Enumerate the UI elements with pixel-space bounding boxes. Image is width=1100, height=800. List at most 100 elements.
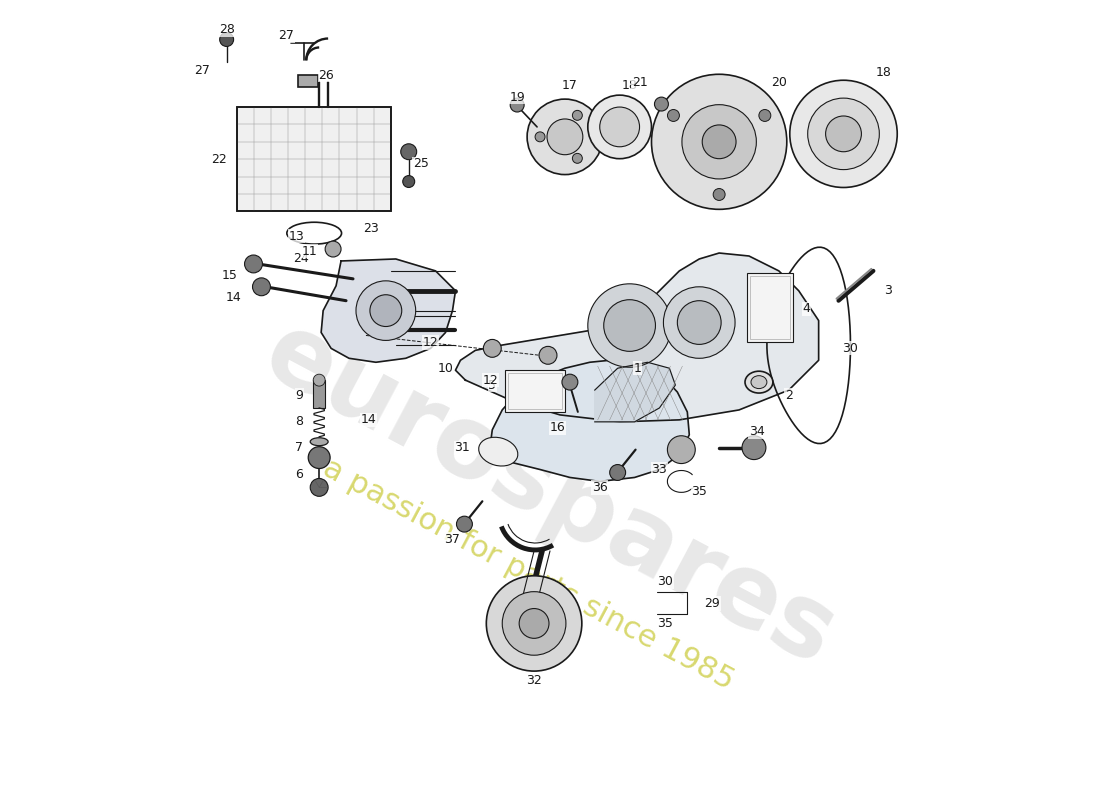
Polygon shape	[595, 362, 675, 422]
Circle shape	[668, 110, 680, 122]
Text: 9: 9	[295, 389, 304, 402]
Text: 5: 5	[488, 378, 496, 392]
Circle shape	[713, 189, 725, 201]
Text: 36: 36	[592, 481, 607, 494]
Text: 14: 14	[361, 414, 377, 426]
Ellipse shape	[478, 438, 518, 466]
Circle shape	[356, 281, 416, 341]
Circle shape	[400, 144, 417, 160]
Circle shape	[314, 374, 326, 386]
Ellipse shape	[745, 371, 773, 393]
Text: 18: 18	[621, 78, 638, 92]
Circle shape	[790, 80, 898, 187]
Text: 29: 29	[704, 597, 720, 610]
Bar	[747, 273, 793, 342]
Bar	[508, 373, 562, 409]
Text: a passion for parts since 1985: a passion for parts since 1985	[318, 454, 738, 696]
Text: 10: 10	[438, 362, 453, 374]
Circle shape	[682, 105, 757, 179]
Text: 19: 19	[509, 90, 525, 104]
Polygon shape	[455, 253, 818, 422]
Text: 11: 11	[301, 245, 317, 258]
Text: 27: 27	[194, 64, 210, 77]
Text: 2: 2	[785, 389, 793, 402]
Bar	[750, 276, 790, 339]
Text: 30: 30	[658, 575, 673, 588]
Text: 4: 4	[803, 302, 811, 315]
Circle shape	[587, 284, 671, 367]
Text: 16: 16	[550, 422, 565, 434]
Circle shape	[253, 278, 271, 296]
Ellipse shape	[751, 376, 767, 389]
Text: 18: 18	[876, 66, 891, 78]
Polygon shape	[491, 360, 690, 482]
Text: 17: 17	[562, 78, 578, 92]
Ellipse shape	[310, 438, 328, 446]
Circle shape	[663, 286, 735, 358]
Polygon shape	[321, 259, 455, 362]
Circle shape	[310, 478, 328, 496]
Text: 22: 22	[211, 153, 227, 166]
Text: 21: 21	[631, 76, 648, 89]
Bar	[505, 370, 565, 412]
Circle shape	[678, 301, 722, 344]
Bar	[236, 107, 390, 211]
Text: 28: 28	[219, 23, 234, 36]
Text: 8: 8	[295, 415, 304, 428]
Text: 24: 24	[294, 253, 309, 266]
Circle shape	[326, 241, 341, 257]
Circle shape	[510, 98, 524, 112]
Text: 35: 35	[691, 485, 707, 498]
Text: 34: 34	[749, 426, 764, 438]
Bar	[314, 380, 326, 408]
Circle shape	[654, 97, 669, 111]
Bar	[298, 75, 318, 87]
Bar	[236, 107, 390, 211]
Circle shape	[742, 436, 766, 459]
Circle shape	[535, 132, 544, 142]
Circle shape	[807, 98, 879, 170]
Text: 26: 26	[318, 69, 334, 82]
Circle shape	[370, 294, 402, 326]
Circle shape	[562, 374, 578, 390]
Text: 6: 6	[295, 468, 304, 481]
Text: 30: 30	[843, 342, 858, 355]
Text: 13: 13	[288, 230, 305, 242]
Circle shape	[587, 95, 651, 158]
Circle shape	[759, 110, 771, 122]
Circle shape	[668, 436, 695, 463]
Circle shape	[826, 116, 861, 152]
Text: 35: 35	[658, 617, 673, 630]
Text: 1: 1	[634, 362, 641, 374]
Text: 7: 7	[295, 441, 304, 454]
Circle shape	[220, 33, 233, 46]
Text: 31: 31	[454, 441, 471, 454]
Circle shape	[539, 346, 557, 364]
Circle shape	[308, 446, 330, 469]
Circle shape	[527, 99, 603, 174]
Circle shape	[604, 300, 656, 351]
Circle shape	[600, 107, 639, 146]
Circle shape	[572, 154, 582, 163]
Circle shape	[651, 74, 786, 210]
Text: 32: 32	[526, 674, 542, 686]
Circle shape	[702, 125, 736, 158]
Circle shape	[486, 576, 582, 671]
Text: 25: 25	[412, 157, 429, 170]
Circle shape	[503, 592, 565, 655]
Circle shape	[244, 255, 263, 273]
Text: 14: 14	[226, 291, 242, 304]
Circle shape	[572, 110, 582, 120]
Circle shape	[519, 609, 549, 638]
Circle shape	[483, 339, 502, 358]
Text: 37: 37	[444, 533, 461, 546]
Text: 23: 23	[363, 222, 378, 234]
Text: 12: 12	[422, 336, 439, 349]
Circle shape	[547, 119, 583, 154]
Circle shape	[456, 516, 472, 532]
Circle shape	[609, 465, 626, 481]
Text: 15: 15	[222, 270, 238, 282]
Circle shape	[403, 175, 415, 187]
Text: 20: 20	[771, 76, 786, 89]
Text: 27: 27	[278, 29, 295, 42]
